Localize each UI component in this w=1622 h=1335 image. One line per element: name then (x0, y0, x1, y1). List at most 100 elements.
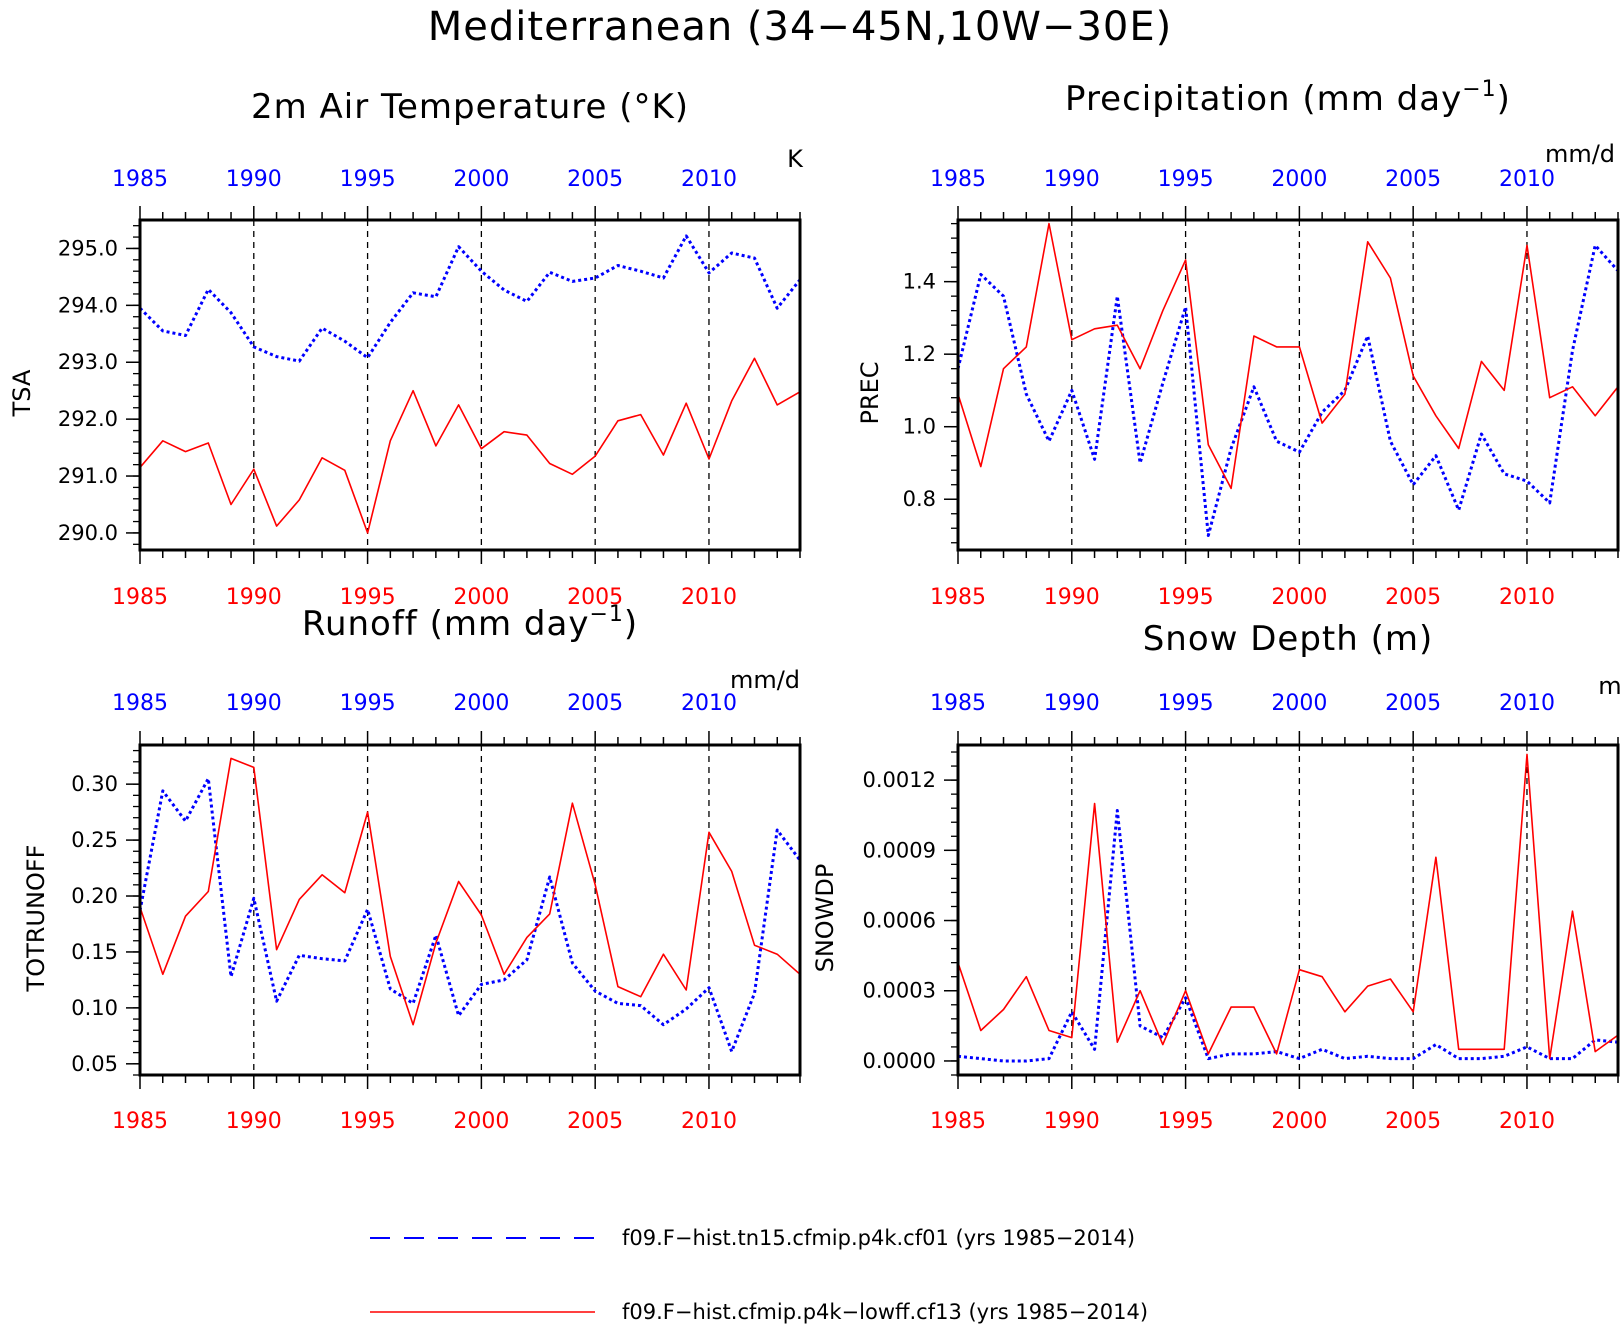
panel-title: Snow Depth (m) (1143, 619, 1434, 659)
series-group (958, 753, 1618, 1063)
panel-unit: mm/d (1545, 140, 1615, 168)
y-tick-label: 0.05 (71, 1052, 118, 1076)
legend-label: f09.F−hist.tn15.cfmip.p4k.cf01 (yrs 1985… (622, 1226, 1135, 1250)
y-tick-label: 1.2 (903, 342, 936, 366)
y-tick-label: 0.15 (71, 940, 118, 964)
x-tick-label-bottom: 2010 (1499, 1109, 1555, 1134)
x-tick-label-bottom: 1995 (340, 585, 396, 610)
y-tick-label: 0.0012 (863, 768, 936, 792)
x-tick-label-bottom: 2005 (1385, 585, 1441, 610)
x-tick-label-top: 1995 (340, 691, 396, 716)
y-axis-label: TOTRUNOFF (22, 845, 50, 993)
series-line-cf13 (958, 753, 1618, 1060)
x-tick-label-top: 2010 (1499, 167, 1555, 192)
x-tick-label-top: 1995 (340, 167, 396, 192)
x-tick-label-bottom: 2010 (681, 585, 737, 610)
x-tick-label-bottom: 1985 (930, 585, 986, 610)
y-tick-label: 0.0006 (863, 909, 936, 933)
y-tick-label: 0.0000 (863, 1049, 936, 1073)
x-tick-label-bottom: 2005 (567, 585, 623, 610)
y-tick-label: 0.10 (71, 996, 118, 1020)
y-tick-label: 1.4 (903, 270, 936, 294)
plot-frame (138, 218, 802, 552)
x-tick-label-top: 1985 (930, 167, 986, 192)
x-tick-label-bottom: 1990 (226, 1109, 282, 1134)
series-group (958, 222, 1618, 537)
x-tick-label-top: 2000 (1271, 691, 1327, 716)
series-line-cf01 (958, 809, 1618, 1063)
y-tick-label: 0.30 (71, 772, 118, 796)
series-group (140, 757, 800, 1053)
y-tick-label: 293.0 (58, 350, 118, 374)
x-tick-label-bottom: 2005 (567, 1109, 623, 1134)
y-tick-label: 294.0 (58, 293, 118, 317)
x-tick-label-top: 1990 (1044, 691, 1100, 716)
series-line-cf01 (140, 234, 800, 363)
x-tick-label-bottom: 1985 (112, 1109, 168, 1134)
panel-tsa: 2m Air Temperature (°K) K 1985 1985 1990 1990… (8, 87, 804, 610)
x-tick-label-top: 1990 (1044, 167, 1100, 192)
x-tick-label-top: 1985 (112, 167, 168, 192)
y-tick-label: 291.0 (58, 464, 118, 488)
x-tick-label-bottom: 1985 (930, 1109, 986, 1134)
x-tick-label-top: 2005 (567, 167, 623, 192)
series-line-cf01 (140, 777, 800, 1053)
y-tick-label: 1.0 (903, 415, 936, 439)
x-tick-label-bottom: 1990 (1044, 1109, 1100, 1134)
x-tick-label-bottom: 2010 (1499, 585, 1555, 610)
panel-prec: Precipitation (mm day−1) mm/d 1985 1985 1990… (856, 77, 1620, 610)
y-tick-label: 295.0 (58, 236, 118, 260)
x-tick-label-bottom: 2000 (453, 585, 509, 610)
y-tick-label: 0.8 (903, 487, 936, 511)
x-tick-label-top: 2010 (1499, 691, 1555, 716)
legend-label: f09.F−hist.cfmip.p4k−lowff.cf13 (yrs 198… (622, 1300, 1148, 1324)
x-tick-label-bottom: 1995 (340, 1109, 396, 1134)
x-tick-label-bottom: 1995 (1158, 585, 1214, 610)
x-tick-label-top: 2000 (453, 691, 509, 716)
legend: f09.F−hist.tn15.cfmip.p4k.cf01 (yrs 1985… (370, 1226, 1148, 1324)
x-tick-label-top: 1990 (226, 167, 282, 192)
series-group (140, 234, 800, 534)
x-tick-label-top: 1985 (930, 691, 986, 716)
panel-title: Runoff (mm day−1) (302, 602, 638, 644)
x-tick-label-bottom: 2000 (1271, 585, 1327, 610)
panel-unit: m (1598, 672, 1621, 700)
x-tick-label-top: 1995 (1158, 691, 1214, 716)
panels: 2m Air Temperature (°K) K 1985 1985 1990 1990… (8, 77, 1622, 1134)
series-line-cf13 (958, 222, 1618, 490)
x-tick-label-bottom: 2005 (1385, 1109, 1441, 1134)
x-tick-label-top: 1995 (1158, 167, 1214, 192)
plot-frame (138, 743, 802, 1077)
x-tick-label-top: 2005 (567, 691, 623, 716)
y-tick-label: 0.0009 (863, 838, 936, 862)
panel-unit: mm/d (730, 666, 800, 694)
x-tick-label-bottom: 2010 (681, 1109, 737, 1134)
x-tick-label-top: 1990 (226, 691, 282, 716)
series-line-cf13 (140, 757, 800, 1026)
x-tick-label-bottom: 1990 (1044, 585, 1100, 610)
y-axis-label: SNOWDP (811, 864, 839, 973)
y-axis-label: TSA (8, 369, 36, 417)
figure-title: Mediterranean (34−45N,10W−30E) (428, 4, 1172, 50)
x-tick-label-bottom: 1985 (112, 585, 168, 610)
panel-totrunoff: Runoff (mm day−1) mm/d 1985 1985 1990 1990 199… (22, 602, 802, 1134)
y-tick-label: 0.25 (71, 828, 118, 852)
x-tick-label-top: 2000 (1271, 167, 1327, 192)
x-tick-label-bottom: 2000 (453, 1109, 509, 1134)
y-tick-label: 0.20 (71, 884, 118, 908)
x-tick-label-top: 2005 (1385, 167, 1441, 192)
plot-frame (956, 743, 1620, 1077)
x-tick-label-bottom: 1990 (226, 585, 282, 610)
y-tick-label: 292.0 (58, 407, 118, 431)
x-tick-label-top: 2010 (681, 691, 737, 716)
panel-title: Precipitation (mm day−1) (1065, 77, 1511, 119)
series-line-cf01 (958, 243, 1618, 537)
x-tick-label-bottom: 1995 (1158, 1109, 1214, 1134)
x-tick-label-top: 2000 (453, 167, 509, 192)
y-tick-label: 0.0003 (863, 979, 936, 1003)
y-axis-label: PREC (856, 361, 884, 424)
panel-unit: K (787, 145, 804, 173)
x-tick-label-bottom: 2000 (1271, 1109, 1327, 1134)
series-line-cf13 (140, 357, 800, 534)
